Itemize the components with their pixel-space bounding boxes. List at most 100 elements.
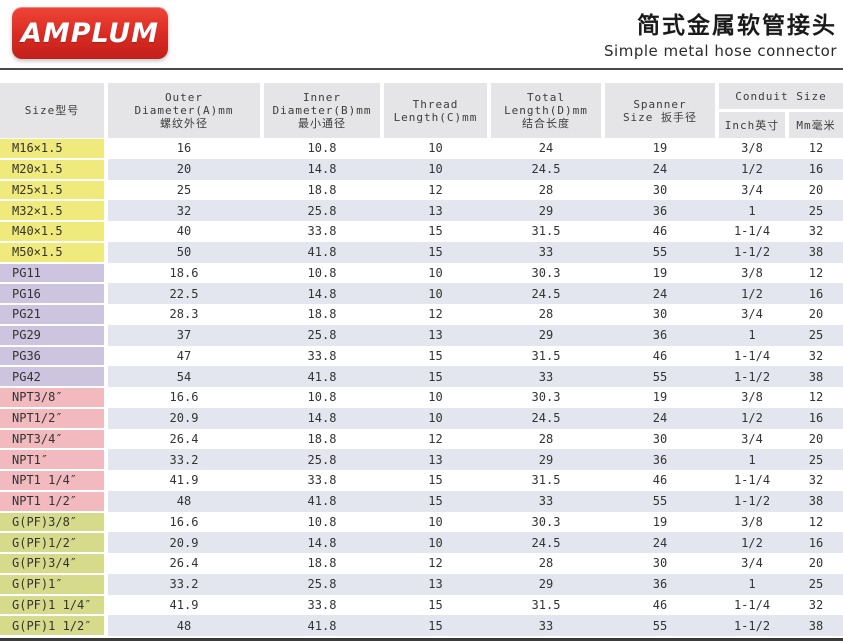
outer-diameter-cell: 20.9: [169, 411, 199, 426]
conduit-mm-cell: 12: [808, 390, 824, 405]
outer-diameter-cell: 16: [176, 141, 192, 156]
thread-length-cell: 15: [428, 224, 443, 239]
conduit-inch-cell: 1/2: [741, 535, 763, 550]
total-length-cell: 33: [538, 494, 554, 509]
outer-diameter-cell: 47: [176, 348, 192, 363]
col-header-line: 螺纹外径: [160, 117, 208, 130]
conduit-inch-cell: 1-1/4: [733, 473, 771, 488]
conduit-inch-cell: 1-1/4: [733, 348, 771, 363]
conduit-mm-cell: 25: [808, 328, 824, 343]
total-length-cell: 33: [538, 369, 554, 384]
conduit-mm-cell: 25: [808, 577, 824, 592]
size-cell: NPT3/8″: [0, 387, 104, 408]
page-titles: 简式金属软管接头 Simple metal hose connector: [604, 6, 837, 60]
inner-diameter-cell: 18.8: [307, 431, 337, 446]
table-row: M40×1.5 40 33.8 15 31.5 46 1-1/4 32: [0, 221, 843, 242]
conduit-inch-cell: 3/4: [741, 556, 763, 571]
size-cell: G(PF)1 1/2″: [0, 615, 104, 636]
spanner-size-cell: 24: [652, 286, 668, 301]
thread-length-cell: 12: [428, 556, 443, 571]
conduit-mm-cell: 16: [808, 535, 824, 550]
size-cell: PG16: [0, 283, 104, 304]
row-value-band: 22.5 14.8 10 24.5 24 1/2 16: [108, 283, 843, 304]
inner-diameter-cell: 25.8: [307, 577, 337, 592]
spanner-size-cell: 24: [652, 162, 668, 177]
conduit-inch-cell: 1-1/2: [733, 369, 771, 384]
table-body: M16×1.5 16 10.8 10 24 19 3/8 12 M20×1.5 …: [0, 138, 843, 636]
conduit-inch-cell: 1-1/4: [733, 224, 771, 239]
inner-diameter-cell: 10.8: [307, 265, 337, 280]
size-cell: PG42: [0, 366, 104, 387]
spanner-size-cell: 30: [652, 182, 668, 197]
spanner-size-cell: 55: [652, 369, 668, 384]
outer-diameter-cell: 26.4: [169, 431, 199, 446]
outer-diameter-cell: 16.6: [169, 514, 199, 529]
thread-length-cell: 10: [428, 535, 443, 550]
table-header-band: Outer Diameter(A)mm 螺纹外径 Inner Diameter(…: [108, 83, 843, 138]
row-value-band: 32 25.8 13 29 36 1 25: [108, 200, 843, 221]
inner-diameter-cell: 18.8: [307, 556, 337, 571]
inner-diameter-cell: 25.8: [307, 452, 337, 467]
page-title-english: Simple metal hose connector: [604, 42, 837, 60]
thread-length-cell: 10: [428, 265, 443, 280]
conduit-mm-cell: 25: [808, 203, 824, 218]
size-cell: NPT1 1/2″: [0, 490, 104, 512]
spanner-size-cell: 36: [652, 203, 668, 218]
row-value-band: 50 41.8 15 33 55 1-1/2 38: [108, 241, 843, 263]
conduit-mm-cell: 20: [808, 307, 824, 322]
page-title-chinese: 简式金属软管接头: [637, 13, 837, 39]
thread-length-cell: 10: [428, 390, 443, 405]
table-row: G(PF)3/8″ 16.6 10.8 10 30.3 19 3/8 12: [0, 511, 843, 533]
spanner-size-cell: 19: [652, 390, 668, 405]
table-row: NPT1 1/4″ 41.9 33.8 15 31.5 46 1-1/4 32: [0, 470, 843, 491]
col-header-line: Inner: [302, 91, 342, 104]
table-row: G(PF)1 1/2″ 48 41.8 15 33 55 1-1/2 38: [0, 615, 843, 636]
conduit-mm-cell: 25: [808, 452, 824, 467]
thread-length-cell: 15: [428, 597, 443, 612]
conduit-inch-cell: 1-1/4: [733, 597, 771, 612]
total-length-cell: 28: [538, 182, 554, 197]
conduit-inch-cell: 1/2: [741, 162, 763, 177]
size-cell: M50×1.5: [0, 241, 104, 263]
outer-diameter-cell: 16.6: [169, 390, 199, 405]
col-header-line: Outer: [164, 91, 204, 104]
spanner-size-cell: 46: [652, 348, 668, 363]
col-header-spanner-size: Spanner Size 扳手径: [605, 83, 715, 138]
inner-diameter-cell: 41.8: [307, 618, 337, 633]
row-value-band: 33.2 25.8 13 29 36 1 25: [108, 449, 843, 470]
table-row: M50×1.5 50 41.8 15 33 55 1-1/2 38: [0, 241, 843, 263]
row-value-band: 40 33.8 15 31.5 46 1-1/4 32: [108, 221, 843, 242]
thread-length-cell: 13: [428, 577, 443, 592]
conduit-mm-cell: 38: [808, 494, 824, 509]
conduit-inch-cell: 3/4: [741, 431, 763, 446]
page-header: AMPLUM 简式金属软管接头 Simple metal hose connec…: [0, 0, 843, 68]
conduit-inch-cell: 3/8: [741, 514, 763, 529]
table-row: M16×1.5 16 10.8 10 24 19 3/8 12: [0, 138, 843, 159]
table-row: NPT3/8″ 16.6 10.8 10 30.3 19 3/8 12: [0, 387, 843, 408]
row-value-band: 26.4 18.8 12 28 30 3/4 20: [108, 553, 843, 574]
table-row: NPT1 1/2″ 48 41.8 15 33 55 1-1/2 38: [0, 490, 843, 512]
table-row: NPT1″ 33.2 25.8 13 29 36 1 25: [0, 449, 843, 470]
outer-diameter-cell: 54: [176, 369, 192, 384]
size-cell: NPT1″: [0, 449, 104, 470]
conduit-mm-cell: 16: [808, 162, 824, 177]
outer-diameter-cell: 20.9: [169, 535, 199, 550]
outer-diameter-cell: 40: [176, 224, 192, 239]
table-row: G(PF)1/2″ 20.9 14.8 10 24.5 24 1/2 16: [0, 532, 843, 553]
col-header-inner-diameter: Inner Diameter(B)mm 最小通径: [264, 83, 380, 138]
size-cell: PG29: [0, 324, 104, 346]
total-length-cell: 33: [538, 618, 554, 633]
thread-length-cell: 10: [428, 514, 443, 529]
total-length-cell: 29: [538, 203, 554, 218]
total-length-cell: 33: [538, 245, 554, 260]
spanner-size-cell: 55: [652, 245, 668, 260]
total-length-cell: 28: [538, 307, 554, 322]
spanner-size-cell: 24: [652, 411, 668, 426]
outer-diameter-cell: 18.6: [169, 265, 199, 280]
size-cell: M40×1.5: [0, 221, 104, 242]
total-length-cell: 24: [538, 141, 554, 156]
conduit-inch-cell: 1-1/2: [733, 494, 771, 509]
thread-length-cell: 15: [428, 618, 443, 633]
inner-diameter-cell: 33.8: [307, 348, 337, 363]
row-value-band: 16 10.8 10 24 19 3/8 12: [108, 138, 843, 159]
